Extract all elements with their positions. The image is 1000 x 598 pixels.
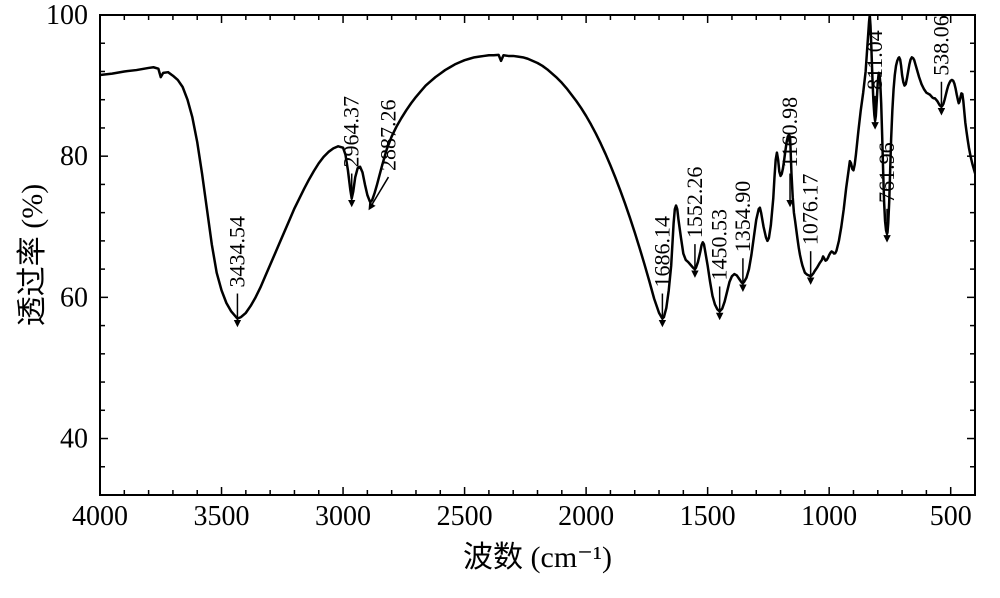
peak-label: 538.06 xyxy=(928,15,953,76)
peak-label: 1450.53 xyxy=(707,209,732,281)
peak-label: 3434.54 xyxy=(224,216,249,288)
peak-label: 1160.98 xyxy=(777,97,802,168)
ir-spectrum-chart: 4000 3500 3000 2500 2000 1500 1000 500 40 60 80 100… xyxy=(0,0,1000,598)
y-tick-label: 40 xyxy=(60,424,88,455)
peak-label: 1076.17 xyxy=(798,174,823,246)
x-tick-label: 1000 xyxy=(801,501,857,532)
peak-label: 1686.14 xyxy=(649,216,674,288)
peak-label: 1354.90 xyxy=(730,181,755,253)
x-tick-label: 500 xyxy=(930,501,972,532)
y-tick-label: 60 xyxy=(60,282,88,313)
x-tick-label: 3500 xyxy=(194,501,250,532)
peak-label: 811.04 xyxy=(862,30,887,90)
x-tick-label: 1500 xyxy=(680,501,736,532)
peak-label: 2887.26 xyxy=(375,100,400,172)
peak-label: 1552.26 xyxy=(682,167,707,239)
x-tick-label: 2500 xyxy=(437,501,493,532)
peak-arrow xyxy=(370,177,388,207)
peak-label: 761.96 xyxy=(874,142,899,203)
x-tick-label: 2000 xyxy=(558,501,614,532)
peak-label: 2964.37 xyxy=(339,96,364,168)
x-tick-label: 4000 xyxy=(72,501,128,532)
y-tick-label: 80 xyxy=(60,141,88,172)
y-axis-label: 透过率 (%) xyxy=(16,184,49,326)
x-tick-label: 3000 xyxy=(315,501,371,532)
y-tick-label: 100 xyxy=(46,0,88,31)
x-axis-label: 波数 (cm⁻¹) xyxy=(463,541,612,574)
